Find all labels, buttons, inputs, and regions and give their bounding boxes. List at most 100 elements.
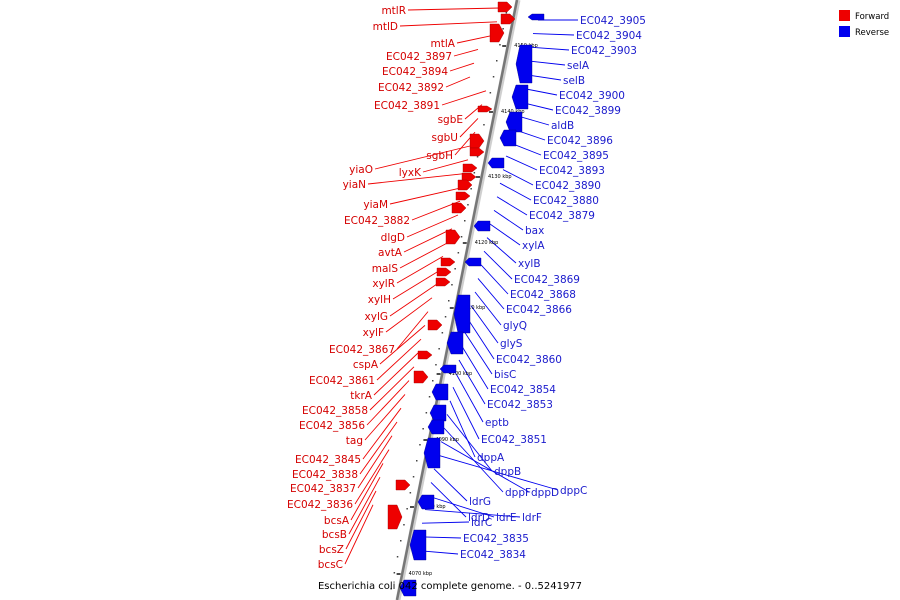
- reverse-leader-line: [421, 521, 470, 524]
- forward-gene-label: EC042_3845: [295, 454, 361, 466]
- forward-gene-label: xylH: [368, 294, 391, 306]
- reverse-leader-line: [477, 278, 505, 310]
- forward-gene-label: yiaN: [343, 179, 366, 191]
- forward-gene-arrow: [461, 172, 477, 182]
- reverse-gene-arrow: [417, 494, 435, 510]
- ruler-minor-tick: [393, 572, 396, 574]
- forward-gene-label: bcsB: [322, 529, 347, 541]
- forward-leader-line: [379, 325, 426, 365]
- reverse-gene-label: dppC: [560, 485, 587, 497]
- forward-gene-label: mtlR: [381, 5, 406, 17]
- ruler-tick-label: 4100 kbp: [449, 371, 473, 377]
- ruler-minor-tick: [454, 268, 456, 270]
- reverse-gene-label: ldrD: [468, 512, 490, 524]
- reverse-leader-line: [499, 182, 532, 201]
- forward-leader-line: [348, 476, 381, 535]
- forward-gene-label: EC042_3858: [302, 405, 368, 417]
- reverse-gene-label: EC042_3899: [555, 105, 621, 117]
- forward-gene-arrow: [469, 133, 485, 149]
- forward-leader-line: [345, 490, 377, 550]
- reverse-gene-label: EC042_3904: [576, 30, 642, 42]
- reverse-leader-line: [474, 291, 502, 326]
- ruler-minor-tick: [470, 188, 472, 190]
- reverse-gene-arrow: [431, 383, 449, 401]
- forward-gene-label: tag: [346, 435, 363, 447]
- forward-leader-line: [389, 283, 438, 317]
- reverse-gene-label: EC042_3880: [533, 195, 599, 207]
- reverse-gene-label: EC042_3834: [460, 549, 526, 561]
- reverse-gene-label: selB: [563, 75, 585, 87]
- ruler-minor-tick: [406, 508, 408, 510]
- ruler-tick-label: 4090 kbp: [435, 437, 459, 443]
- ruler-tick-label: 4070 kbp: [409, 571, 433, 577]
- reverse-gene-label: dppF: [505, 487, 531, 499]
- reverse-gene-arrow: [473, 220, 491, 232]
- reverse-leader-line: [505, 155, 538, 171]
- forward-gene-label: bcsZ: [319, 544, 344, 556]
- forward-leader-line: [367, 173, 466, 185]
- ruler-minor-tick: [422, 428, 424, 430]
- forward-leader-line: [407, 7, 501, 11]
- forward-gene-label: xylF: [363, 327, 384, 339]
- reverse-gene-arrow: [511, 84, 529, 110]
- reverse-gene-arrow: [446, 331, 464, 355]
- reverse-gene-arrow: [505, 111, 523, 133]
- forward-gene-arrow: [500, 13, 516, 25]
- reverse-gene-arrow: [453, 294, 471, 334]
- reverse-gene-label: dppA: [477, 452, 505, 464]
- reverse-gene-label: eptb: [485, 417, 509, 429]
- forward-gene-arrow: [497, 1, 513, 13]
- reverse-gene-arrow: [464, 257, 482, 267]
- reverse-gene-label: bisC: [494, 369, 516, 381]
- forward-gene-arrow: [477, 105, 493, 113]
- reverse-leader-line: [489, 223, 521, 246]
- forward-gene-label: sgbH: [426, 150, 453, 162]
- forward-gene-label: cspA: [353, 359, 379, 371]
- forward-leader-line: [385, 297, 433, 333]
- forward-gene-label: dlgD: [381, 232, 405, 244]
- reverse-gene-label: EC042_3853: [487, 399, 553, 411]
- ruler-minor-tick: [502, 28, 504, 30]
- reverse-gene-arrow: [427, 419, 445, 435]
- ruler-minor-tick: [390, 588, 392, 590]
- reverse-gene-label: ldrG: [469, 496, 491, 508]
- forward-gene-label: xylR: [372, 278, 395, 290]
- forward-leader-line: [362, 407, 402, 460]
- reverse-leader-line: [452, 386, 480, 440]
- forward-gene-label: EC042_3861: [309, 375, 375, 387]
- ruler-minor-tick: [403, 524, 405, 526]
- reverse-leader-line: [486, 237, 517, 264]
- forward-leader-line: [396, 311, 429, 350]
- forward-gene-label: EC042_3856: [299, 420, 365, 432]
- reverse-gene-arrow: [399, 579, 417, 597]
- forward-leader-line: [456, 35, 493, 44]
- forward-gene-label: avtA: [378, 247, 403, 259]
- forward-gene-arrow: [427, 319, 443, 331]
- forward-leader-line: [354, 449, 390, 505]
- forward-gene-label: EC042_3891: [374, 100, 440, 112]
- ruler-minor-tick: [499, 44, 501, 46]
- ruler-minor-tick: [400, 540, 402, 542]
- forward-leader-line: [403, 228, 453, 253]
- ruler-tick-label: 4110 kbp: [462, 305, 486, 311]
- reverse-leader-line: [483, 250, 513, 280]
- forward-leader-line: [406, 214, 459, 238]
- forward-leader-line: [396, 256, 444, 284]
- legend: Forward Reverse: [839, 10, 889, 38]
- forward-gene-arrow: [417, 350, 433, 360]
- ruler-minor-tick: [441, 332, 444, 334]
- ruler-tick-label: 4120 kbp: [475, 240, 499, 246]
- ruler-minor-tick: [448, 300, 450, 302]
- reverse-leader-line: [458, 359, 486, 405]
- forward-gene-label: mtlD: [373, 21, 398, 33]
- reverse-leader-line: [496, 196, 528, 216]
- reverse-gene-label: EC042_3835: [463, 533, 529, 545]
- reverse-gene-label: EC042_3868: [510, 289, 576, 301]
- ruler-tick-label: 4130 kbp: [488, 174, 512, 180]
- reverse-leader-line: [446, 414, 493, 472]
- legend-reverse-label: Reverse: [855, 28, 889, 38]
- forward-gene-arrow: [462, 163, 478, 173]
- ruler-minor-tick: [492, 76, 495, 78]
- legend-reverse-swatch: [839, 26, 850, 37]
